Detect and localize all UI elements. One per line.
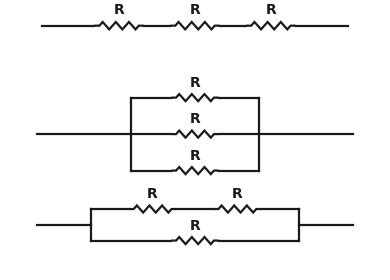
Text: R: R [114,3,124,17]
Text: R: R [232,187,243,201]
Text: R: R [147,187,158,201]
Text: R: R [266,3,276,17]
Text: R: R [190,149,200,163]
Text: R: R [190,112,200,126]
Text: R: R [190,76,200,90]
Text: R: R [190,219,200,233]
Text: R: R [190,3,200,17]
